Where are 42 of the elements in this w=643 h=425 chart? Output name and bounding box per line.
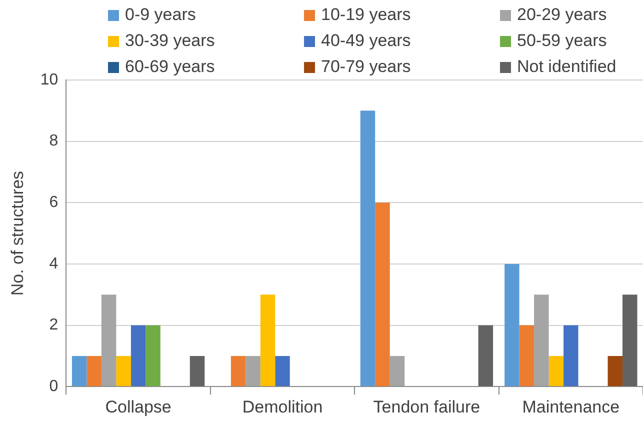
bar	[275, 356, 290, 386]
bar	[246, 356, 260, 386]
bar	[190, 356, 205, 386]
legend-label: 40-49 years	[321, 31, 411, 51]
legend-label: 70-79 years	[321, 57, 411, 77]
bar	[230, 356, 246, 386]
bar	[72, 356, 87, 386]
bar	[608, 356, 622, 386]
bar	[504, 264, 520, 386]
legend-label: 30-39 years	[125, 31, 215, 51]
x-tick-label: Tendon failure	[373, 397, 480, 416]
x-tick-label: Demolition	[242, 397, 323, 416]
bar	[130, 325, 146, 386]
bar	[101, 294, 116, 386]
legend-label: 50-59 years	[517, 31, 607, 51]
y-tick-label: 10	[40, 71, 58, 88]
legend-label: 10-19 years	[321, 5, 411, 25]
bar	[375, 202, 390, 386]
bar	[478, 325, 494, 386]
legend-label: 60-69 years	[125, 57, 215, 77]
y-tick-label: 2	[49, 316, 58, 334]
bar	[146, 325, 160, 386]
bar	[519, 325, 534, 386]
bar	[548, 356, 564, 386]
bar	[116, 356, 131, 386]
y-tick-label: 8	[49, 132, 58, 150]
y-axis-title: No. of structures	[8, 170, 27, 296]
legend-label: 0-9 years	[125, 5, 196, 25]
legend-label: Not identified	[517, 57, 616, 77]
bar	[360, 110, 376, 386]
legend-label: 20-29 years	[517, 5, 607, 25]
x-tick-label: Collapse	[105, 397, 172, 416]
bar	[564, 325, 578, 386]
y-tick-label: 6	[49, 194, 58, 212]
y-tick-label: 0	[49, 378, 58, 396]
bar	[260, 294, 276, 386]
bar	[534, 294, 549, 386]
bar	[86, 356, 102, 386]
x-tick-label: Maintenance	[522, 397, 620, 416]
bar	[622, 294, 638, 386]
bar	[390, 356, 405, 386]
y-tick-label: 4	[49, 255, 58, 272]
